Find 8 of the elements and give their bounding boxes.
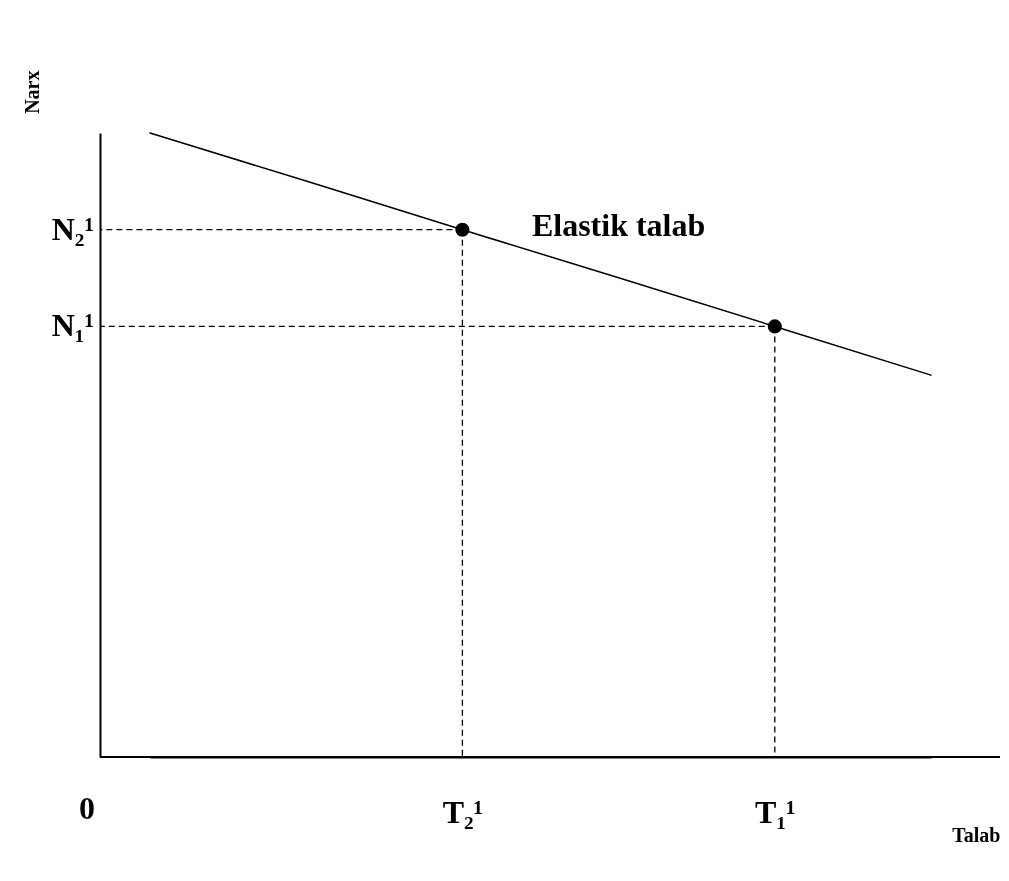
- annotation: N₂¹: [51, 210, 94, 247]
- series-label: Elastik talab: [531, 206, 706, 243]
- x-tick-label: T₂¹: [442, 793, 484, 830]
- annotation: N₁¹: [51, 307, 94, 344]
- x-tick-label: T₁¹: [755, 793, 796, 830]
- x-axis-title: Talab: [952, 823, 1001, 846]
- text: 0: [79, 790, 95, 826]
- y-axis-title: Narx: [20, 70, 43, 114]
